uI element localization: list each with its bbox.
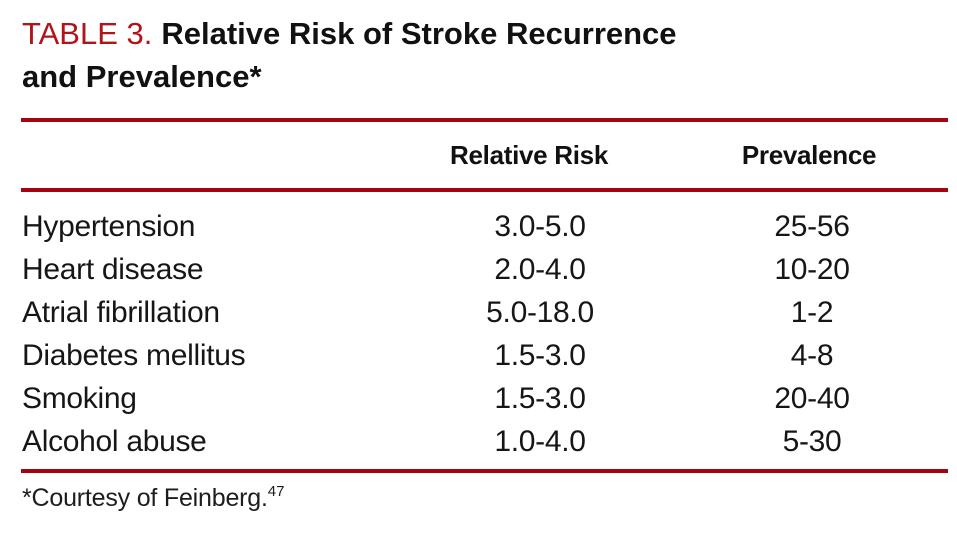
column-header-prevalence: Prevalence xyxy=(741,140,877,170)
risk-factor-cell: Alcohol abuse xyxy=(22,425,207,458)
table-row: Atrial fibrillation 5.0-18.0 1-2 xyxy=(0,291,957,334)
prevalence-cell: 20-40 xyxy=(774,382,850,415)
prevalence-cell: 1-2 xyxy=(790,296,834,329)
table-title: TABLE 3. Relative Risk of Stroke Recurren… xyxy=(22,12,677,98)
relative-risk-cell: 1.5-3.0 xyxy=(494,339,586,372)
table-title-line2: and Prevalence* xyxy=(22,59,262,94)
table-row: Heart disease 2.0-4.0 10-20 xyxy=(0,248,957,291)
header-rule xyxy=(21,188,948,192)
relative-risk-cell: 2.0-4.0 xyxy=(494,253,586,286)
table-number: TABLE 3. xyxy=(22,16,153,51)
column-header-relative-risk: Relative Risk xyxy=(450,140,608,170)
table-row: Smoking 1.5-3.0 20-40 xyxy=(0,377,957,420)
title-rule xyxy=(21,118,948,122)
table-body: Hypertension 3.0-5.0 25-56 Heart disease… xyxy=(0,205,957,463)
footnote-citation: 47 xyxy=(267,483,285,500)
relative-risk-cell: 1.5-3.0 xyxy=(494,382,586,415)
prevalence-cell: 5-30 xyxy=(782,425,842,458)
footnote-text: Courtesy of Feinberg. xyxy=(31,484,268,512)
relative-risk-cell: 1.0-4.0 xyxy=(494,425,586,458)
prevalence-cell: 4-8 xyxy=(790,339,834,372)
prevalence-cell: 10-20 xyxy=(774,253,850,286)
relative-risk-cell: 3.0-5.0 xyxy=(494,210,586,243)
risk-factor-cell: Smoking xyxy=(22,382,137,415)
risk-factor-cell: Atrial fibrillation xyxy=(22,296,220,329)
table-row: Diabetes mellitus 1.5-3.0 4-8 xyxy=(0,334,957,377)
table-title-text: Relative Risk of Stroke Recurrence xyxy=(161,16,677,51)
table-row: Hypertension 3.0-5.0 25-56 xyxy=(0,205,957,248)
prevalence-cell: 25-56 xyxy=(774,210,850,243)
risk-factor-cell: Diabetes mellitus xyxy=(22,339,246,372)
footnote-marker: * xyxy=(22,484,32,512)
table-row: Alcohol abuse 1.0-4.0 5-30 xyxy=(0,420,957,463)
risk-factor-cell: Hypertension xyxy=(22,210,196,243)
bottom-rule xyxy=(21,469,948,473)
footnote: *Courtesy of Feinberg.47 xyxy=(22,483,285,513)
risk-factor-cell: Heart disease xyxy=(22,253,204,286)
relative-risk-cell: 5.0-18.0 xyxy=(486,296,594,329)
table-title-line1: TABLE 3. Relative Risk of Stroke Recurren… xyxy=(22,12,677,55)
